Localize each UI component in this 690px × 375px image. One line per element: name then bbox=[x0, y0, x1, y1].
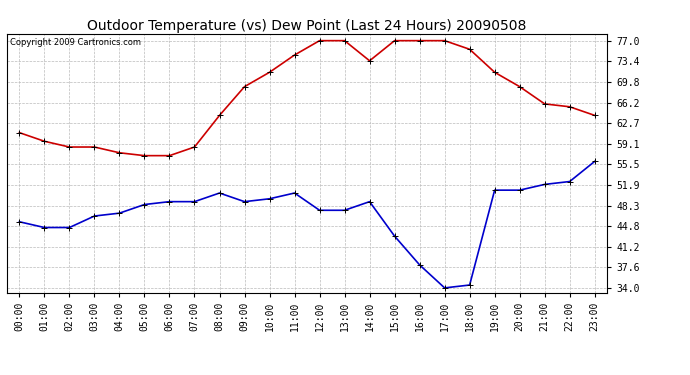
Title: Outdoor Temperature (vs) Dew Point (Last 24 Hours) 20090508: Outdoor Temperature (vs) Dew Point (Last… bbox=[88, 19, 526, 33]
Text: Copyright 2009 Cartronics.com: Copyright 2009 Cartronics.com bbox=[10, 38, 141, 46]
